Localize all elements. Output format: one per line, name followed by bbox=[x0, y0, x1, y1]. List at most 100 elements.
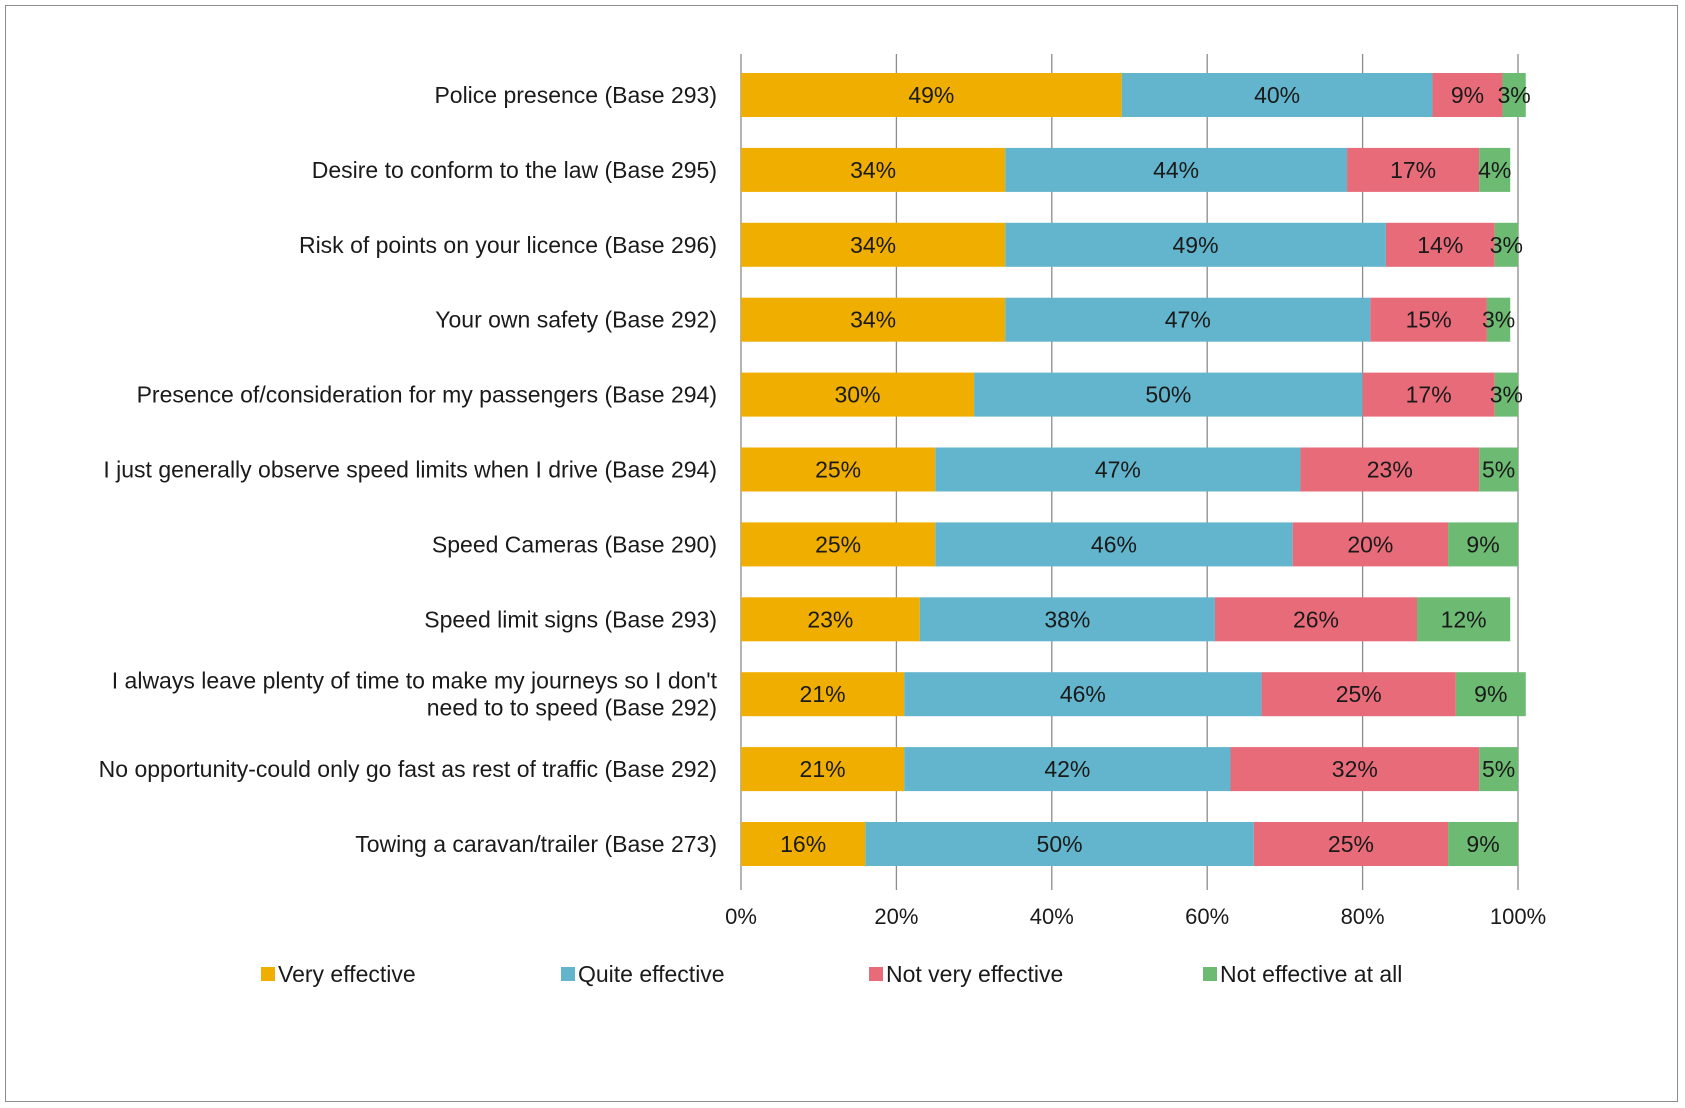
category-label: No opportunity-could only go fast as res… bbox=[99, 756, 717, 782]
data-label: 40% bbox=[1254, 82, 1300, 108]
bar-segment bbox=[741, 822, 866, 866]
data-label: 20% bbox=[1347, 531, 1393, 557]
bar-segment bbox=[1479, 747, 1518, 792]
legend-label: Not effective at all bbox=[1220, 961, 1402, 987]
data-label: 50% bbox=[1037, 831, 1083, 857]
bar-segment bbox=[1005, 222, 1386, 267]
data-label: 21% bbox=[800, 681, 846, 707]
data-label: 34% bbox=[850, 157, 896, 183]
x-tick-label: 100% bbox=[1490, 904, 1546, 929]
category-label: Speed Cameras (Base 290) bbox=[432, 531, 717, 557]
category-label: Risk of points on your licence (Base 296… bbox=[299, 232, 717, 258]
bar-segment bbox=[1370, 297, 1487, 342]
data-label: 3% bbox=[1490, 382, 1523, 408]
data-label: 32% bbox=[1332, 756, 1378, 782]
data-label: 23% bbox=[807, 606, 853, 632]
chart-frame: 49% 40% 9% 3% 34% 44% 17% 4% 34% 49% 14% 3% 34% 47% 15… bbox=[5, 5, 1678, 1102]
x-tick-label: 40% bbox=[1030, 904, 1074, 929]
data-label: 17% bbox=[1406, 382, 1452, 408]
bar-segment bbox=[1253, 822, 1449, 866]
data-label: 25% bbox=[815, 457, 861, 483]
bar-segment bbox=[1214, 597, 1417, 642]
data-label: 25% bbox=[1328, 831, 1374, 857]
category-label: Speed limit signs (Base 293) bbox=[424, 606, 717, 632]
data-label: 14% bbox=[1417, 232, 1463, 258]
category-label: Towing a caravan/trailer (Base 273) bbox=[355, 831, 717, 857]
data-label: 34% bbox=[850, 307, 896, 333]
data-label: 3% bbox=[1497, 82, 1530, 108]
data-label: 15% bbox=[1406, 307, 1452, 333]
data-label: 23% bbox=[1367, 457, 1413, 483]
data-label: 30% bbox=[835, 382, 881, 408]
bar-segment bbox=[741, 222, 1006, 267]
category-label: I always leave plenty of time to make my… bbox=[112, 668, 718, 694]
data-label: 21% bbox=[800, 756, 846, 782]
bar-segment bbox=[1292, 522, 1449, 567]
bar-segment bbox=[904, 747, 1231, 792]
category-label: Desire to conform to the law (Base 295) bbox=[312, 157, 717, 183]
bar-segment bbox=[1448, 522, 1518, 567]
legend: Very effective Quite effective Not very ef… bbox=[261, 961, 1402, 987]
data-label: 3% bbox=[1490, 232, 1523, 258]
data-label: 12% bbox=[1441, 606, 1487, 632]
data-label: 42% bbox=[1044, 756, 1090, 782]
bar-segment bbox=[1385, 222, 1495, 267]
bar-segment bbox=[741, 297, 1006, 342]
legend-label: Very effective bbox=[278, 961, 416, 987]
bar-segment bbox=[1121, 73, 1433, 117]
legend-swatch bbox=[1203, 967, 1217, 981]
bar-segment bbox=[1432, 73, 1503, 117]
legend-swatch bbox=[561, 967, 575, 981]
bar-segment bbox=[741, 672, 905, 717]
bar-segment bbox=[935, 522, 1293, 567]
legend-swatch bbox=[869, 967, 883, 981]
legend-label: Not very effective bbox=[886, 961, 1063, 987]
bar-segment bbox=[935, 447, 1301, 492]
bar-segment bbox=[1005, 147, 1348, 192]
category-label: Presence of/consideration for my passeng… bbox=[137, 382, 717, 408]
bar-segment bbox=[904, 672, 1262, 717]
category-label: need to to speed (Base 292) bbox=[427, 695, 717, 721]
data-label: 25% bbox=[1336, 681, 1382, 707]
bar-segment bbox=[1261, 672, 1456, 717]
x-axis-ticks: 0% 20% 40% 60% 80% 100% bbox=[725, 904, 1546, 929]
data-label: 9% bbox=[1451, 82, 1484, 108]
bar-segment bbox=[741, 372, 975, 417]
data-label: 5% bbox=[1482, 457, 1515, 483]
bar-segment bbox=[741, 597, 920, 642]
bar-segment bbox=[1230, 747, 1480, 792]
x-tick-label: 80% bbox=[1341, 904, 1385, 929]
bar-segment bbox=[1479, 447, 1518, 492]
bar-segment bbox=[1347, 147, 1480, 192]
data-label: 25% bbox=[815, 531, 861, 557]
bar-segment bbox=[1448, 822, 1518, 866]
data-label: 16% bbox=[780, 831, 826, 857]
data-label: 4% bbox=[1478, 157, 1511, 183]
bar-segment bbox=[741, 747, 905, 792]
x-tick-label: 0% bbox=[725, 904, 757, 929]
bar-segment bbox=[919, 597, 1215, 642]
category-labels: Police presence (Base 293) Desire to conf… bbox=[99, 82, 718, 857]
bar-segment bbox=[1416, 597, 1511, 642]
bar-segment bbox=[1494, 222, 1518, 267]
stacked-bar-chart: 49% 40% 9% 3% 34% 44% 17% 4% 34% 49% 14% 3% 34% 47% 15… bbox=[99, 54, 1546, 987]
bar-segment bbox=[865, 822, 1254, 866]
data-label: 5% bbox=[1482, 756, 1515, 782]
data-label: 46% bbox=[1091, 531, 1137, 557]
bar-segment bbox=[1300, 447, 1480, 492]
data-label: 9% bbox=[1466, 831, 1499, 857]
data-label: 9% bbox=[1466, 531, 1499, 557]
bar-segment bbox=[741, 522, 936, 567]
bar-segment bbox=[741, 73, 1122, 117]
bar-segment bbox=[1479, 147, 1511, 192]
bar-segment bbox=[1494, 372, 1518, 417]
data-label: 26% bbox=[1293, 606, 1339, 632]
data-label: 17% bbox=[1390, 157, 1436, 183]
bar-segment bbox=[741, 147, 1006, 192]
data-label: 38% bbox=[1044, 606, 1090, 632]
bars: 49% 40% 9% 3% 34% 44% 17% 4% 34% 49% 14% 3% 34% 47% 15… bbox=[741, 73, 1531, 866]
bar-segment bbox=[1502, 73, 1526, 117]
data-label: 49% bbox=[908, 82, 954, 108]
bar-segment bbox=[974, 372, 1363, 417]
data-label: 44% bbox=[1153, 157, 1199, 183]
